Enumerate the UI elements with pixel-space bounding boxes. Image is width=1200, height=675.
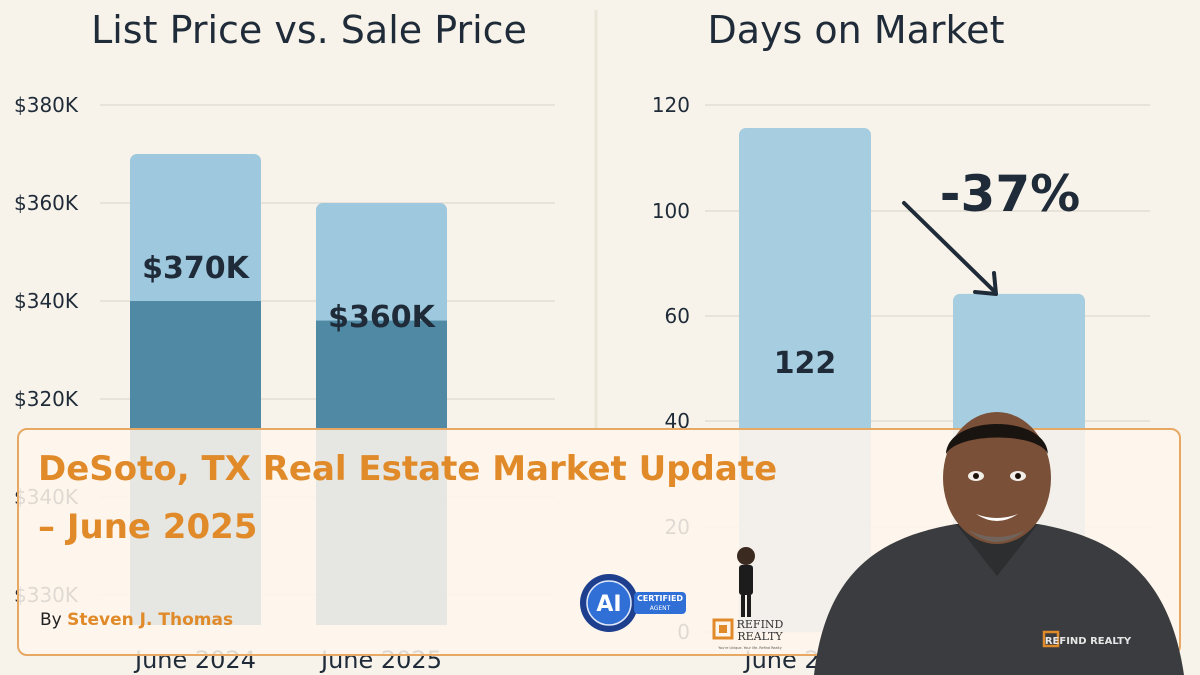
badge-certified-text: CERTIFIED [637, 594, 683, 603]
byline-prefix: By [40, 610, 62, 630]
trend-arrowhead-icon [973, 271, 998, 296]
y-tick-label: $340K [14, 289, 79, 313]
y-tick-label: 60 [665, 304, 690, 328]
ai-certified-badge-icon: AI CERTIFIED AGENT [580, 574, 686, 632]
y-tick-label: 120 [652, 93, 690, 117]
bar-data-label: $360K [328, 300, 436, 335]
chart-title: List Price vs. Sale Price [91, 8, 527, 52]
badge-agent-text: AGENT [650, 605, 671, 612]
refind-realty-logo-icon: REFIND REALTY You're Unique. Your life. … [712, 547, 784, 650]
bar-data-label: 122 [774, 346, 837, 381]
y-tick-label: $380K [14, 93, 79, 117]
video-headline: DeSoto, TX Real Estate Market Update – J… [38, 449, 778, 547]
logo-line1: REFIND [737, 618, 784, 631]
agent-portrait-icon: REFIND REALTY [814, 412, 1184, 675]
badge-ai-text: AI [596, 592, 621, 617]
y-tick-label: 100 [652, 199, 690, 223]
chart-title: Days on Market [708, 8, 1005, 52]
logo-tagline: You're Unique. Your life. Refind Realty [718, 646, 781, 650]
trend-arrow-icon [902, 201, 995, 292]
y-tick-label: $360K [14, 191, 79, 215]
bar-data-label: $370K [142, 251, 250, 286]
logo-line2: REALTY [737, 630, 783, 643]
shirt-logo-text: REFIND REALTY [1045, 636, 1132, 647]
percent-change-annotation: -37% [940, 165, 1080, 223]
byline: By Steven J. Thomas [40, 610, 233, 630]
y-tick-label: $320K [14, 387, 79, 411]
author-name: Steven J. Thomas [67, 610, 234, 630]
